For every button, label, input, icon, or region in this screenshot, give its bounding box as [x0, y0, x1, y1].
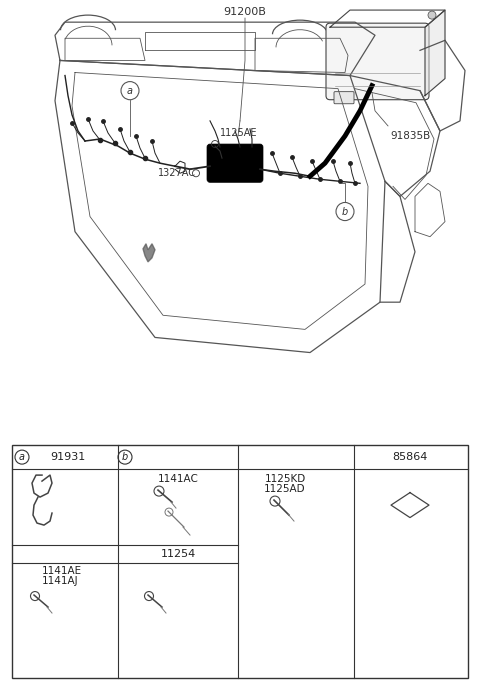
Polygon shape	[425, 10, 445, 96]
Text: b: b	[122, 452, 128, 462]
Text: a: a	[127, 86, 133, 96]
Text: 1125KD: 1125KD	[264, 474, 306, 484]
Circle shape	[428, 11, 436, 19]
Polygon shape	[143, 244, 155, 262]
Text: b: b	[342, 207, 348, 216]
Text: 1125AE: 1125AE	[220, 128, 257, 138]
Text: 1141AE: 1141AE	[42, 566, 82, 576]
Text: 91200B: 91200B	[224, 7, 266, 17]
Text: a: a	[19, 452, 25, 462]
Text: 91835B: 91835B	[390, 131, 430, 141]
Text: 85864: 85864	[392, 452, 428, 462]
Text: 1141AC: 1141AC	[157, 474, 198, 484]
Text: 1125AD: 1125AD	[264, 484, 306, 494]
Bar	[12, 445, 468, 678]
Text: 11254: 11254	[160, 549, 196, 559]
Text: 1327AC: 1327AC	[158, 168, 196, 178]
Text: 1141AJ: 1141AJ	[42, 576, 79, 586]
FancyBboxPatch shape	[334, 91, 354, 104]
Text: 91931: 91931	[50, 452, 85, 462]
FancyBboxPatch shape	[326, 23, 429, 100]
FancyBboxPatch shape	[207, 144, 263, 182]
